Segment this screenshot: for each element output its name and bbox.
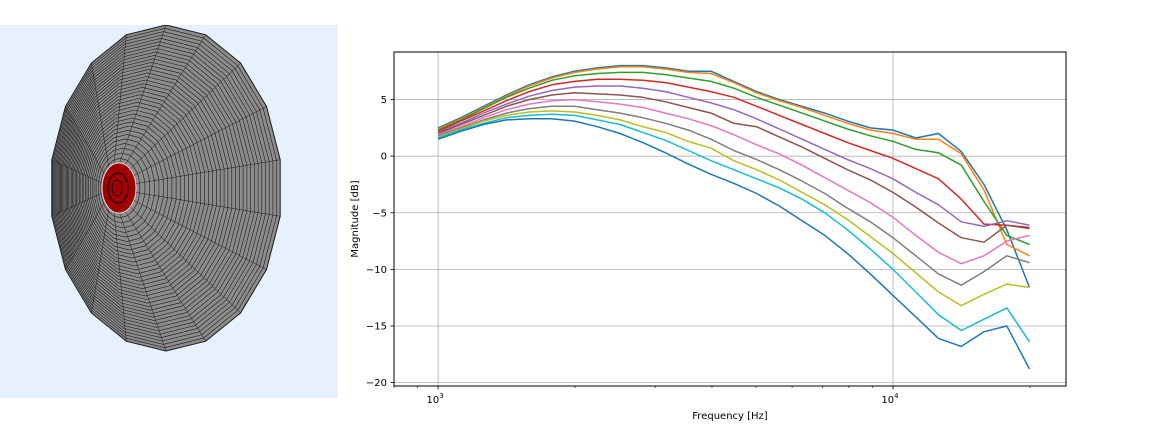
mesh-ring xyxy=(88,129,168,247)
mesh-spoke xyxy=(128,62,241,171)
mesh-ring xyxy=(82,113,185,263)
mesh-spoke xyxy=(113,34,127,167)
plot-frame xyxy=(393,51,1067,387)
y-tick-label: −5 xyxy=(372,208,387,219)
mesh-ring xyxy=(62,58,244,318)
mesh-ring xyxy=(85,121,177,255)
dust-cap-ring xyxy=(107,172,129,204)
y-tick-label: 0 xyxy=(381,152,387,163)
y-tick-label: 5 xyxy=(381,95,387,106)
series-line-1 xyxy=(437,64,1031,288)
series-line-3 xyxy=(437,71,1030,246)
mesh-spoke xyxy=(133,159,281,185)
mesh-ring xyxy=(73,90,209,286)
mesh-ring xyxy=(72,86,213,290)
series-line-9 xyxy=(437,110,1030,307)
mesh-ring xyxy=(74,94,205,282)
x-tick-label: 103 xyxy=(426,392,443,406)
mesh-ring xyxy=(79,105,193,271)
mesh-ring xyxy=(80,109,189,267)
series-line-10 xyxy=(437,113,1031,343)
mesh-ring xyxy=(58,48,255,328)
mesh-ring xyxy=(60,51,251,325)
mesh-spoke xyxy=(51,159,105,185)
mesh-ring xyxy=(76,98,201,278)
mesh-ring xyxy=(56,41,263,335)
mesh-ring xyxy=(91,138,160,238)
mesh-ring xyxy=(100,157,141,219)
mesh-spoke xyxy=(133,191,281,217)
mesh-ring xyxy=(61,55,248,321)
mesh-spoke xyxy=(118,210,167,352)
mesh-spoke xyxy=(123,209,206,342)
mesh-ring xyxy=(71,83,217,293)
mesh-ring xyxy=(98,152,146,224)
mesh-panel xyxy=(0,25,338,398)
x-axis-label: Frequency [Hz] xyxy=(692,411,768,422)
mesh-spoke xyxy=(91,63,110,171)
mesh-spoke xyxy=(131,106,267,177)
mesh-ring xyxy=(57,44,259,332)
speaker-cone-mesh xyxy=(51,25,281,352)
series-line-6 xyxy=(437,92,1030,243)
mesh-spoke xyxy=(118,25,167,166)
mesh-spoke xyxy=(113,209,127,342)
y-tick-label: −15 xyxy=(366,321,387,332)
y-tick-label: −10 xyxy=(366,265,387,276)
mesh-spoke xyxy=(51,191,105,217)
plot-area xyxy=(394,52,1066,386)
series-line-8 xyxy=(437,105,1030,286)
mesh-ring xyxy=(93,143,155,233)
series-line-4 xyxy=(437,78,1030,229)
mesh-spoke xyxy=(65,106,107,177)
mesh-ring xyxy=(77,101,197,275)
mesh-ring xyxy=(66,68,233,308)
dust-cap-center xyxy=(111,179,123,197)
mesh-spoke xyxy=(65,199,107,270)
mesh-ring xyxy=(67,72,229,304)
mesh-ring xyxy=(55,37,266,339)
ticks: 5 0 −5 −10 −15 −20 103 104 xyxy=(366,95,1031,406)
mesh-ring xyxy=(90,134,164,242)
x-tick-label: 104 xyxy=(881,392,899,406)
dust-cap xyxy=(101,162,137,214)
mesh-ring xyxy=(63,61,240,315)
mesh-ring xyxy=(69,79,221,297)
mesh-spoke xyxy=(131,199,267,270)
mesh-ring xyxy=(83,117,181,259)
y-tick-label: −20 xyxy=(366,378,387,389)
series-line-2 xyxy=(437,65,1030,257)
mesh-ring xyxy=(95,147,150,229)
mesh-spoke xyxy=(128,205,241,314)
series-line-11 xyxy=(437,118,1031,370)
series-line-5 xyxy=(437,85,1030,228)
mesh-ring xyxy=(64,65,236,311)
mesh-spoke xyxy=(91,205,110,313)
series-layer xyxy=(437,64,1031,370)
mesh-spoke xyxy=(123,34,206,167)
y-axis-label: Magnitude [dB] xyxy=(350,180,361,257)
mesh-ring xyxy=(86,125,173,251)
series-line-7 xyxy=(437,98,1030,265)
mesh-ring xyxy=(68,76,225,300)
